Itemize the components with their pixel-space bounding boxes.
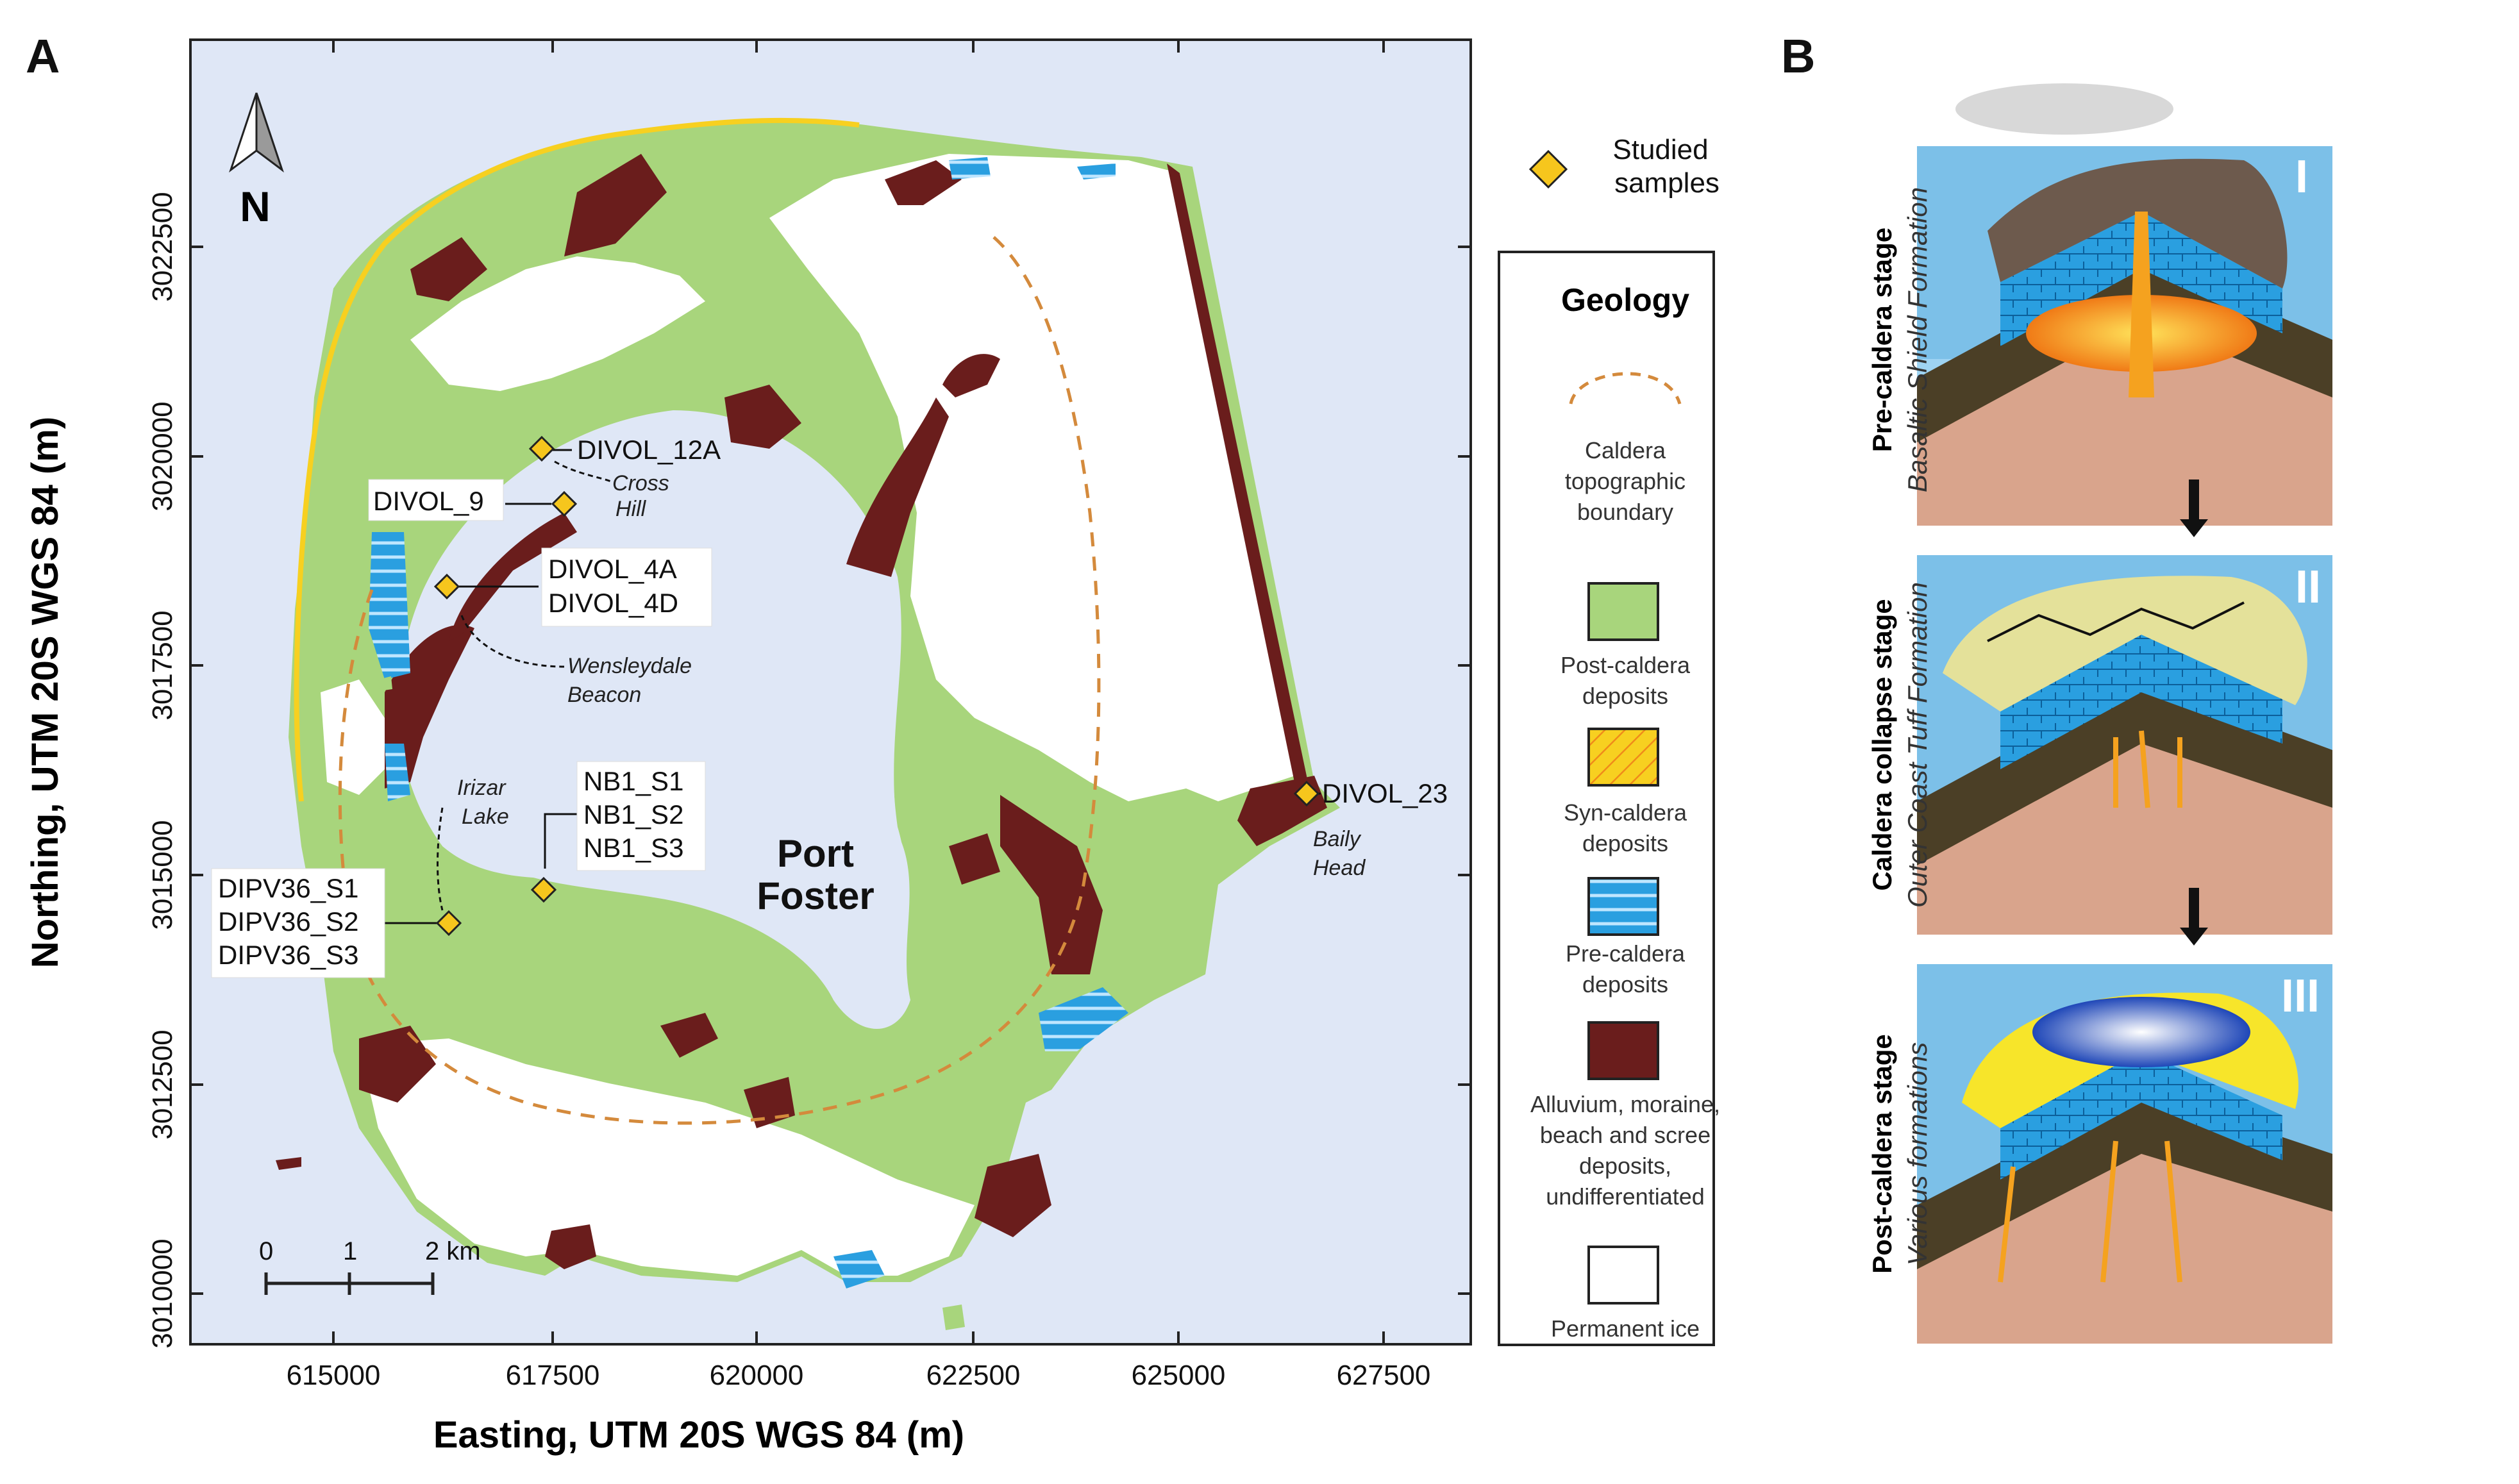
panel-letter-a: A: [26, 29, 60, 83]
legend-label: topographic: [1565, 468, 1686, 494]
scale-bar-tick: 0: [259, 1237, 273, 1265]
port-foster-label: Foster: [757, 874, 874, 917]
legend-label: deposits,: [1579, 1153, 1671, 1179]
sample-label: NB1_S1: [583, 766, 683, 796]
place-name: Hill: [615, 497, 647, 521]
sample-label: DIVOL_12A: [577, 435, 721, 465]
stage-1-diagram: [1917, 83, 2332, 526]
sample-markers: [433, 435, 1320, 937]
stage-2-subtitle: Outer Coast Tuff Formation: [1902, 582, 1932, 908]
legend-post-swatch: [1587, 582, 1659, 641]
scale-bar: [264, 1272, 435, 1295]
place-name: Head: [1313, 856, 1366, 880]
place-name: Irizar: [457, 776, 506, 800]
x-tick-label: 617500: [506, 1360, 600, 1391]
stage-3-numeral: III: [2281, 971, 2320, 1022]
place-name: Lake: [462, 805, 509, 829]
y-tick-label: 3017500: [147, 610, 178, 720]
scale-bar-tick: 2 km: [425, 1237, 481, 1265]
y-tick-label: 3022500: [147, 192, 178, 301]
sample-label: DIVOL_4D: [548, 588, 678, 618]
north-label: N: [240, 183, 271, 230]
legend-label: Pre-caldera: [1566, 940, 1686, 967]
legend-pre-swatch: [1587, 877, 1659, 936]
down-arrow-icon: [2180, 479, 2208, 537]
sample-label: DIVOL_9: [373, 486, 484, 516]
sample-label: DIPV36_S1: [218, 873, 358, 903]
legend-label: boundary: [1577, 499, 1673, 525]
sample-label: NB1_S2: [583, 799, 683, 830]
north-arrow-icon: [229, 92, 284, 173]
y-axis-label: Northing, UTM 20S WGS 84 (m): [24, 417, 66, 968]
port-foster-label: Port: [777, 832, 854, 875]
legend-label: undifferentiated: [1546, 1183, 1705, 1210]
legend-label: Syn-caldera: [1564, 799, 1687, 826]
sample-label: DIPV36_S3: [218, 940, 358, 970]
legend-label: Alluvium, moraine,: [1530, 1091, 1720, 1117]
sample-marker-icon: [551, 490, 578, 517]
y-tick-label: 3012500: [147, 1030, 178, 1139]
ice-north: [410, 256, 705, 391]
sample-label: DIVOL_23: [1322, 778, 1448, 808]
sample-marker-icon: [530, 876, 557, 903]
down-arrow-icon: [2180, 888, 2208, 946]
legend-box: [1498, 251, 1715, 1346]
stage-1-numeral: I: [2295, 151, 2308, 203]
pre-caldera-patches: [369, 157, 1128, 1288]
legend-title: Geology: [1561, 282, 1689, 318]
sample-marker-icon: [435, 910, 462, 937]
x-tick-label: 625000: [1132, 1360, 1226, 1391]
sample-label: DIPV36_S2: [218, 906, 358, 937]
legend-label: beach and scree: [1540, 1122, 1711, 1148]
place-name: Baily: [1313, 827, 1362, 851]
place-name: Cross: [612, 471, 669, 496]
caldera-boundary: [338, 236, 1101, 1125]
x-axis-label: Easting, UTM 20S WGS 84 (m): [433, 1414, 964, 1456]
y-tick-label: 3010000: [147, 1238, 178, 1348]
legend-alluvium-swatch: [1587, 1021, 1659, 1080]
legend-label: Post-caldera: [1561, 652, 1691, 678]
panel-letter-b: B: [1781, 29, 1816, 83]
x-tick-label: 620000: [710, 1360, 804, 1391]
legend-syn-swatch: [1587, 728, 1659, 787]
legend-sample-marker-icon: [1528, 149, 1568, 189]
legend-ice-swatch: [1587, 1246, 1659, 1305]
syn-caldera-fringe: [294, 117, 860, 802]
y-tick-label: 3015000: [147, 820, 178, 930]
sample-marker-icon: [433, 573, 460, 600]
stage-2-diagram: [1917, 555, 2332, 935]
stage-2-title: Caldera collapse stage: [1867, 599, 1897, 890]
legend-label: Caldera: [1585, 437, 1666, 463]
x-tick-label: 627500: [1337, 1360, 1431, 1391]
stage-2-numeral: II: [2295, 562, 2321, 613]
stage-3-title: Post-caldera stage: [1867, 1034, 1897, 1274]
legend-caldera-swatch: [1569, 372, 1682, 404]
caldera-evolution-panel: I Pre-caldera stage Basaltic Shield Form…: [1867, 83, 2332, 1344]
stage-1-title: Pre-caldera stage: [1867, 228, 1897, 452]
x-tick-label: 622500: [926, 1360, 1021, 1391]
legend-label: Studied: [1612, 134, 1708, 165]
place-name: Beacon: [567, 683, 641, 707]
axis-ticks: [190, 40, 1471, 1344]
sample-marker-icon: [1293, 780, 1320, 807]
legend-label: deposits: [1582, 971, 1668, 997]
scale-bar-tick: 1: [343, 1237, 357, 1265]
y-tick-label: 3020000: [147, 401, 178, 511]
geologic-map-panel: 615000 617500 620000 622500 625000 62750…: [24, 38, 1720, 1456]
legend-label: samples: [1614, 167, 1720, 199]
ice-east: [769, 154, 1295, 801]
legend-label: deposits: [1582, 683, 1668, 709]
stage-1-subtitle: Basaltic Shield Formation: [1902, 187, 1932, 492]
sample-label: DIVOL_4A: [548, 554, 677, 584]
ice-west: [321, 679, 385, 795]
legend-label: deposits: [1582, 830, 1668, 856]
stage-3-subtitle: Various formations: [1902, 1042, 1932, 1266]
sample-marker-icon: [528, 435, 555, 462]
legend-label: Permanent ice: [1551, 1315, 1700, 1342]
stage-3-diagram: [1917, 964, 2332, 1344]
place-name: Wensleydale: [567, 654, 692, 678]
x-tick-label: 615000: [287, 1360, 381, 1391]
sample-label: NB1_S3: [583, 833, 683, 863]
